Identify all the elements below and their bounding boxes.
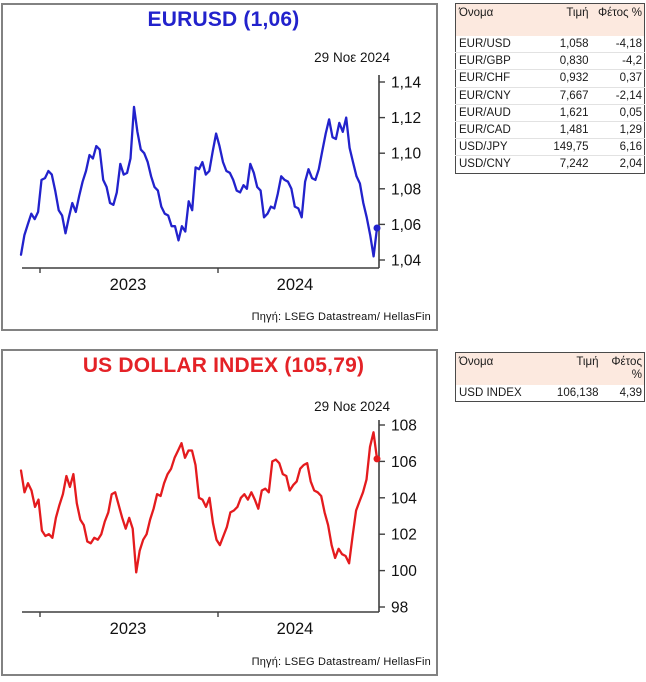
column-header: Φέτος % <box>590 3 645 36</box>
column-header: Φέτος % <box>600 352 645 385</box>
price-cell: 106,138 <box>556 387 599 399</box>
usd-index-source-label: Πηγή: LSEG Datastream/ HellasFin <box>251 656 431 668</box>
column-header: Όνομα <box>455 3 534 36</box>
y-axis-tick-label: 108 <box>391 418 417 435</box>
table-header-row: Όνομα Τιμή Φέτος % <box>455 3 645 36</box>
instrument-name-cell: USD/JPY <box>455 138 534 156</box>
table-row: USD/JPY 149,75 6,16 <box>455 138 645 156</box>
y-axis-tick-label: 1,14 <box>391 75 422 92</box>
instrument-name-cell: EUR/AUD <box>455 103 534 122</box>
ytd-change-cell: 1,29 <box>590 121 645 139</box>
instrument-name-cell: USD/CNY <box>455 155 534 174</box>
table-row: EUR/GBP 0,830 -4,2 <box>455 52 645 70</box>
x-axis-tick-label: 2024 <box>277 276 314 294</box>
ytd-change-cell: 0,37 <box>590 69 645 88</box>
y-axis-tick-label: 1,12 <box>391 110 421 127</box>
ytd-change-cell: -4,2 <box>590 52 645 70</box>
x-axis-tick-label: 2023 <box>110 276 147 294</box>
table-row: EUR/AUD 1,621 0,05 <box>455 103 645 122</box>
price-cell: 7,242 <box>533 155 591 174</box>
usd-index-chart-title: US DOLLAR INDEX (105,79) <box>82 354 365 377</box>
price-line-series <box>19 105 379 258</box>
table-row: USD/CNY 7,242 2,04 <box>455 155 645 174</box>
instrument-name-cell: EUR/GBP <box>455 52 534 70</box>
ytd-change-cell: 0,05 <box>590 103 645 122</box>
last-value-marker <box>373 224 381 232</box>
price-cell: 149,75 <box>533 138 591 156</box>
eurusd-line-chart: 1,04 1,06 1,08 1,10 1,12 1,14 2023 2024 <box>19 75 422 294</box>
ytd-change-cell: 6,16 <box>590 138 645 156</box>
usd-index-line-chart: 98 100 102 104 106 108 2023 2024 <box>19 418 417 638</box>
column-header: Τιμή <box>533 3 591 36</box>
price-cell: 0,932 <box>533 69 591 88</box>
ytd-change-cell: -4,18 <box>615 38 642 50</box>
eurusd-chart-panel: EURUSD (1,06) 29 Νοε 2024 1,04 1,06 1,08 1,… <box>1 3 438 331</box>
price-line-series <box>19 431 379 574</box>
usd-index-table: Όνομα Τιμή Φέτος % USD INDEX 106,138 4,39 <box>455 352 645 403</box>
table-row: EUR/USD 1,058 -4,18 <box>456 36 645 53</box>
y-axis-tick-label: 106 <box>391 454 417 471</box>
table-header-row: Όνομα Τιμή Φέτος % <box>455 352 645 385</box>
usd-index-chart-panel: US DOLLAR INDEX (105,79) 29 Νοε 2024 98 1… <box>1 349 438 676</box>
ytd-change-cell: -2,14 <box>590 86 645 105</box>
y-axis-tick-label: 1,04 <box>391 253 422 270</box>
ytd-change-cell: 4,39 <box>619 387 642 399</box>
price-cell: 1,058 <box>559 38 589 50</box>
y-axis-tick-label: 1,10 <box>391 146 422 163</box>
axis-line <box>22 420 380 613</box>
price-cell: 1,621 <box>533 103 591 122</box>
table-row: EUR/CNY 7,667 -2,14 <box>455 86 645 105</box>
table-row: USD INDEX 106,138 4,39 <box>456 385 645 402</box>
table-row: EUR/CAD 1,481 1,29 <box>455 121 645 139</box>
table-row: EUR/CHF 0,932 0,37 <box>455 69 645 88</box>
y-axis-tick-label: 102 <box>391 527 417 544</box>
x-axis-tick-label: 2023 <box>110 620 147 638</box>
y-axis-tick-label: 1,08 <box>391 181 421 198</box>
price-cell: 0,830 <box>533 52 591 70</box>
y-axis-tick-label: 1,06 <box>391 217 421 234</box>
fx-rates-table: Όνομα Τιμή Φέτος % EUR/USD 1,058 -4,18 EUR/GBP… <box>455 3 645 174</box>
y-axis-tick-label: 104 <box>391 490 417 507</box>
instrument-name-cell: EUR/CAD <box>455 121 534 139</box>
eurusd-date-label: 29 Νοε 2024 <box>314 50 390 65</box>
instrument-name-cell: EUR/USD <box>459 38 511 50</box>
x-axis-tick-label: 2024 <box>277 620 314 638</box>
last-value-marker <box>373 455 381 463</box>
instrument-name-cell: USD INDEX <box>459 387 522 399</box>
eurusd-chart-title: EURUSD (1,06) <box>147 8 300 31</box>
axis-line <box>22 75 380 269</box>
usd-index-date-label: 29 Νοε 2024 <box>314 399 390 414</box>
y-axis-tick-label: 100 <box>391 563 417 580</box>
y-axis-tick-label: 98 <box>391 600 408 617</box>
ytd-change-cell: 2,04 <box>590 155 645 174</box>
instrument-name-cell: EUR/CNY <box>455 86 534 105</box>
price-cell: 7,667 <box>533 86 591 105</box>
eurusd-source-label: Πηγή: LSEG Datastream/ HellasFin <box>251 311 431 323</box>
instrument-name-cell: EUR/CHF <box>455 69 534 88</box>
column-header: Τιμή <box>537 352 601 385</box>
price-cell: 1,481 <box>533 121 591 139</box>
column-header: Όνομα <box>455 352 538 385</box>
